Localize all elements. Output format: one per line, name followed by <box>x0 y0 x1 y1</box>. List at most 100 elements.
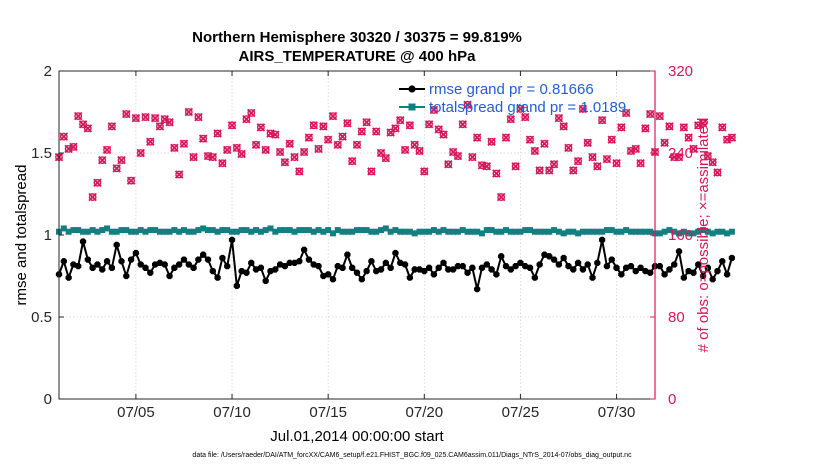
obs_possible-point <box>189 153 198 162</box>
totalspread-point <box>180 227 187 234</box>
rmse-point <box>397 259 404 267</box>
obs_assimilated-point <box>122 109 131 119</box>
rmse-point <box>305 256 313 263</box>
rmse-point <box>666 266 673 273</box>
totalspread-point <box>426 228 433 235</box>
rmse-point <box>498 253 505 260</box>
x-axis-label: Jul.01,2014 00:00:00 start <box>270 428 444 445</box>
rmse-point <box>89 264 96 271</box>
totalspread-point <box>118 227 125 234</box>
obs_assimilated-point <box>569 166 578 175</box>
obs_assimilated-point <box>189 152 198 162</box>
rmse-point <box>252 266 260 273</box>
rmse-point <box>464 269 471 276</box>
obs_possible-point <box>74 112 83 121</box>
obs_possible-point <box>218 159 227 168</box>
totalspread-point <box>719 228 726 235</box>
legend-totalspread-label: totalspread grand pr = 1.0189 <box>429 99 626 116</box>
obs_possible-point <box>199 134 208 143</box>
totalspread-point <box>579 228 586 235</box>
obs_assimilated-point <box>679 123 689 132</box>
obs_possible-point <box>554 114 563 123</box>
totalspread-point <box>378 227 385 234</box>
obs_assimilated-point <box>184 107 194 117</box>
rmse-point <box>627 263 635 270</box>
totalspread-point <box>214 228 221 235</box>
totalspread-point <box>200 225 207 232</box>
totalspread-point <box>498 228 505 235</box>
obs_assimilated-point <box>117 155 126 165</box>
obs_possible-point <box>237 150 246 158</box>
obs_assimilated-point <box>93 178 102 187</box>
obs_possible-point <box>506 115 515 124</box>
obs_assimilated-point <box>439 130 448 139</box>
obs_assimilated-point <box>146 137 155 146</box>
totalspread-point <box>171 227 178 234</box>
obs_possible-point <box>165 118 174 127</box>
totalspread-point <box>474 228 481 235</box>
obs_possible-point <box>684 133 693 142</box>
totalspread-point <box>522 227 529 234</box>
obs_possible-point <box>516 105 525 113</box>
y-left-tick-label: 0.5 <box>31 309 52 326</box>
obs_possible-point <box>607 135 616 144</box>
obs_possible-point <box>444 160 453 169</box>
obs_possible-point <box>367 167 376 176</box>
y-right-tick-label: 320 <box>668 63 693 80</box>
totalspread-point <box>685 230 692 237</box>
totalspread-point <box>517 228 524 235</box>
rmse-point <box>406 274 414 281</box>
rmse-point <box>190 264 197 271</box>
obs_possible-point <box>391 124 400 133</box>
obs_possible-point <box>487 137 496 146</box>
rmse-point <box>603 263 611 270</box>
obs_assimilated-point <box>371 127 381 136</box>
totalspread-point <box>392 227 399 234</box>
obs_possible-point <box>492 169 501 178</box>
totalspread-point <box>132 228 139 235</box>
obs_assimilated-point <box>429 105 439 115</box>
obs_assimilated-point <box>170 143 179 153</box>
totalspread-point <box>527 227 534 234</box>
obs_possible-point <box>569 166 578 175</box>
rmse-point <box>382 259 389 267</box>
totalspread-point <box>80 228 87 235</box>
rmse-point <box>195 256 202 263</box>
rmse-point <box>257 264 265 271</box>
rmse-point <box>411 266 418 273</box>
rmse-point <box>478 264 486 271</box>
obs_assimilated-point <box>179 139 189 149</box>
obs_possible-point <box>574 157 582 166</box>
totalspread-point <box>281 227 288 234</box>
totalspread-point <box>272 228 279 235</box>
obs_assimilated-point <box>396 115 405 125</box>
series-obs_assimilated <box>54 100 737 202</box>
series-layer <box>54 100 737 293</box>
totalspread-point <box>704 228 711 235</box>
totalspread-point <box>637 228 644 235</box>
rmse-point <box>642 267 649 275</box>
obs_possible-point <box>194 113 203 122</box>
obs_possible-point <box>564 143 573 152</box>
y-left-tick-label: 2 <box>44 63 52 80</box>
totalspread-point <box>354 227 360 234</box>
obs_possible-point <box>386 128 395 137</box>
obs_possible-point <box>372 127 381 136</box>
obs_possible-point <box>468 153 477 162</box>
obs_assimilated-point <box>83 124 93 133</box>
rmse-point <box>579 266 587 273</box>
rmse-point <box>228 236 236 244</box>
obs_possible-point <box>545 166 554 175</box>
rmse-point <box>377 266 385 273</box>
obs_assimilated-point <box>391 124 400 133</box>
obs_possible-point <box>151 114 160 123</box>
obs_possible-point <box>511 162 520 171</box>
rmse-point <box>123 272 130 280</box>
totalspread-point <box>253 227 260 234</box>
rmse-point <box>507 266 514 273</box>
obs_assimilated-point <box>487 137 496 146</box>
totalspread-point <box>536 228 543 235</box>
totalspread-point <box>656 230 663 237</box>
x-tick-label: 07/30 <box>598 404 636 421</box>
obs_possible-point <box>79 120 87 129</box>
